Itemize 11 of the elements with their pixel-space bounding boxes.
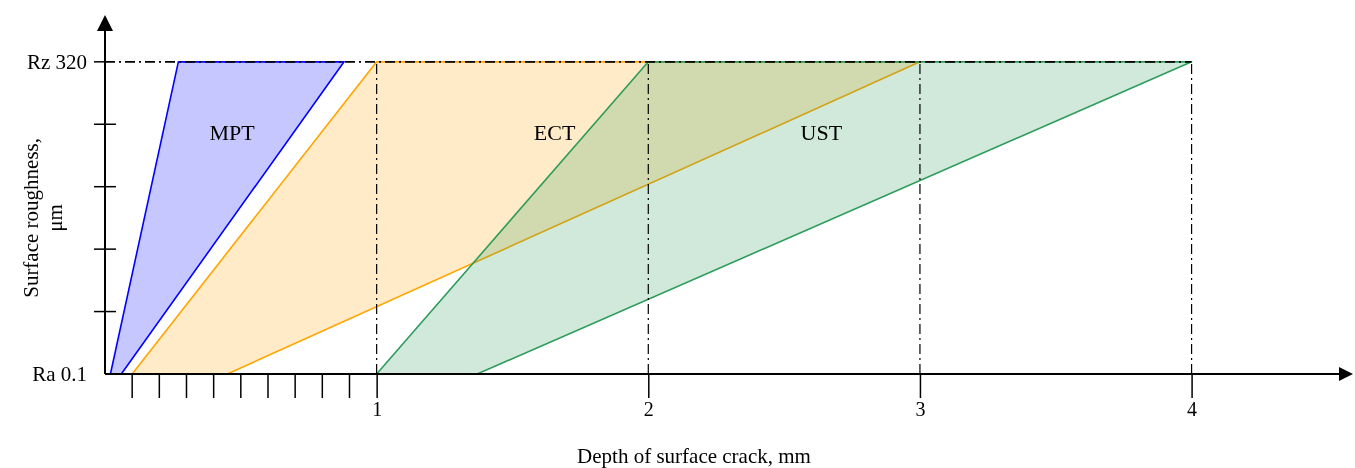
x-tick-label: 4	[1187, 398, 1198, 421]
x-tick-label: 3	[915, 398, 926, 421]
y-axis-title: Surface roughness, μm	[19, 138, 68, 298]
series-label: ECT	[533, 119, 576, 145]
series-label: UST	[800, 119, 843, 145]
x-axis-title: Depth of surface crack, mm	[577, 444, 811, 468]
x-tick-label: 1	[372, 398, 383, 421]
series-label: MPT	[209, 119, 256, 145]
x-tick-label: 2	[643, 398, 654, 421]
text: Ra 0.1	[32, 362, 87, 387]
text: Rz 320	[26, 50, 87, 75]
